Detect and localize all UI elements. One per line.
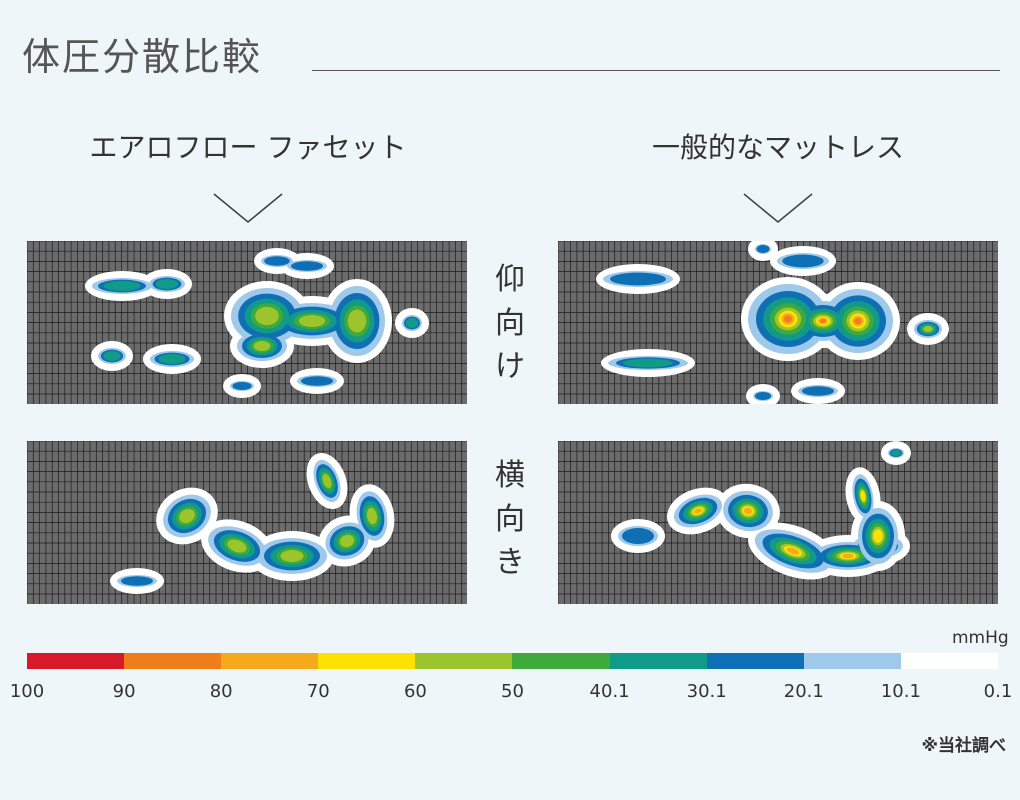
scale-segment [27, 653, 125, 669]
pressure-color-scale [27, 653, 998, 669]
scale-segment [512, 653, 610, 669]
chevron-down-icon [213, 193, 283, 224]
scale-tick-label: 100 [9, 681, 45, 702]
pressure-map-aeroflow-supine [27, 241, 467, 404]
scale-segment [900, 653, 998, 669]
scale-tick-label: 40.1 [589, 681, 630, 702]
source-note: ※当社調べ [921, 736, 1006, 756]
scale-tick-label: 80 [209, 681, 233, 702]
scale-segment [706, 653, 804, 669]
scale-segment [609, 653, 707, 669]
column-label-general: 一般的なマットレス [651, 131, 904, 164]
chevron-down-icon [743, 193, 813, 224]
scale-segment [415, 653, 513, 669]
scale-segment [221, 653, 319, 669]
row-label-supine: 仰 向 け [495, 262, 525, 384]
scale-tick-label: 30.1 [686, 681, 727, 702]
scale-tick-label: 50 [501, 681, 524, 702]
scale-tick-label: 20.1 [783, 681, 824, 702]
pressure-map-aeroflow-side [27, 441, 467, 604]
column-label-aeroflow: エアロフロー ファセット [89, 131, 407, 164]
scale-tick-label: 60 [403, 681, 427, 702]
row-label-side: 横 向 き [495, 458, 525, 580]
scale-segment [803, 653, 901, 669]
unit-label: mmHg [952, 628, 1009, 648]
scale-segment [318, 653, 416, 669]
scale-tick-label: 0.1 [983, 681, 1013, 702]
title-divider [312, 70, 1000, 71]
scale-segment [124, 653, 222, 669]
pressure-map-general-supine [558, 241, 998, 404]
scale-tick-label: 90 [112, 681, 136, 702]
scale-tick-label: 70 [306, 681, 330, 702]
page-title: 体圧分散比較 [22, 35, 263, 79]
pressure-map-general-side [558, 441, 998, 604]
scale-tick-label: 10.1 [880, 681, 921, 702]
